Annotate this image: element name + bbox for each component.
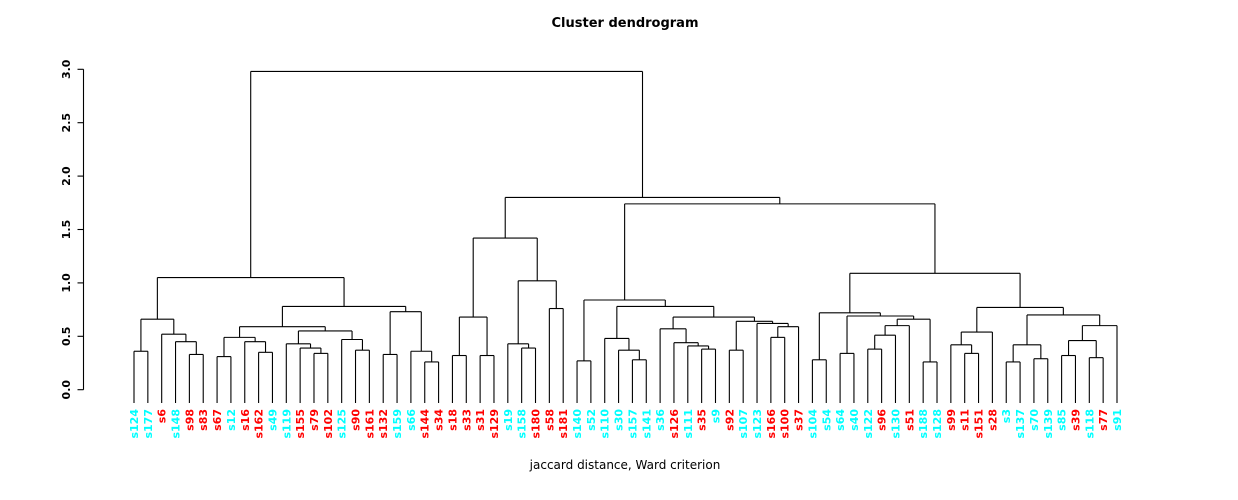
leaf-label: s132 xyxy=(377,409,390,439)
y-axis-tick-label: 3.0 xyxy=(60,59,73,79)
leaf-label: s12 xyxy=(225,409,238,431)
chart-title: Cluster dendrogram xyxy=(551,16,698,31)
leaf-label: s99 xyxy=(945,409,958,431)
leaf-label: s54 xyxy=(820,409,833,431)
leaf-label: s91 xyxy=(1111,409,1124,431)
leaf-label: s140 xyxy=(571,409,584,439)
leaf-label: s124 xyxy=(128,409,141,439)
leaf-label: s28 xyxy=(986,409,999,431)
leaf-label: s159 xyxy=(391,409,404,439)
leaf-labels: s124 s177 s6 s148 s98 s83 s67 s12 s16 s162 s49 s119… xyxy=(128,409,1124,439)
leaf-label: s102 xyxy=(322,409,335,439)
leaf-label: s16 xyxy=(239,409,252,431)
leaf-label: s181 xyxy=(557,409,570,439)
leaf-label: s35 xyxy=(696,409,709,431)
leaf-label: s49 xyxy=(267,409,280,431)
leaf-label: s157 xyxy=(626,409,639,439)
leaf-label: s125 xyxy=(336,409,349,439)
leaf-label: s3 xyxy=(1000,409,1013,423)
leaf-label: s33 xyxy=(460,409,473,431)
leaf-label: s79 xyxy=(308,409,321,431)
leaf-label: s123 xyxy=(751,409,764,439)
leaf-label: s148 xyxy=(170,409,183,439)
leaf-label: s19 xyxy=(502,409,515,431)
leaf-label: s39 xyxy=(1070,409,1083,431)
leaf-label: s31 xyxy=(474,409,487,431)
dendrogram-tree xyxy=(133,70,1118,403)
leaf-label: s40 xyxy=(848,409,861,431)
leaf-label: s30 xyxy=(613,409,626,431)
y-axis-tick-label: 0.0 xyxy=(60,380,73,400)
leaf-label: s36 xyxy=(654,409,667,431)
leaf-label: s107 xyxy=(737,409,750,439)
leaf-label: s96 xyxy=(876,409,889,431)
leaf-label: s129 xyxy=(488,409,501,439)
y-axis-tick-label: 1.5 xyxy=(60,220,73,240)
leaf-label: s37 xyxy=(793,409,806,431)
y-axis-tick-label: 0.5 xyxy=(60,327,73,347)
leaf-label: s98 xyxy=(183,409,196,431)
y-axis-tick-label: 1.0 xyxy=(60,273,73,293)
leaf-label: s162 xyxy=(253,409,266,439)
leaf-label: s141 xyxy=(640,409,653,439)
y-axis-tick-label: 2.0 xyxy=(60,166,73,186)
leaf-label: s126 xyxy=(668,409,681,439)
leaf-label: s158 xyxy=(516,409,529,439)
leaf-label: s122 xyxy=(862,409,875,439)
leaf-label: s118 xyxy=(1083,409,1096,439)
leaf-label: s9 xyxy=(710,409,723,423)
leaf-label: s18 xyxy=(446,409,459,431)
leaf-label: s64 xyxy=(834,409,847,431)
leaf-label: s66 xyxy=(405,409,418,431)
leaf-label: s92 xyxy=(723,409,736,431)
leaf-label: s58 xyxy=(543,409,556,431)
leaf-label: s70 xyxy=(1028,409,1041,431)
leaf-label: s128 xyxy=(931,409,944,439)
leaf-label: s139 xyxy=(1042,409,1055,439)
leaf-label: s52 xyxy=(585,409,598,431)
leaf-label: s51 xyxy=(903,409,916,431)
leaf-label: s130 xyxy=(890,409,903,439)
leaf-label: s111 xyxy=(682,409,695,439)
leaf-label: s155 xyxy=(294,409,307,439)
leaf-label: s180 xyxy=(530,409,543,439)
leaf-label: s77 xyxy=(1097,409,1110,431)
leaf-label: s177 xyxy=(142,409,155,439)
leaf-label: s119 xyxy=(280,409,293,439)
leaf-label: s83 xyxy=(197,409,210,431)
leaf-label: s151 xyxy=(973,409,986,439)
leaf-label: s166 xyxy=(765,409,778,439)
leaf-label: s100 xyxy=(779,409,792,439)
leaf-label: s104 xyxy=(806,409,819,439)
leaf-label: s144 xyxy=(419,409,432,439)
leaf-label: s110 xyxy=(599,409,612,439)
leaf-label: s137 xyxy=(1014,409,1027,439)
leaf-label: s11 xyxy=(959,409,972,431)
leaf-label: s90 xyxy=(350,409,363,431)
leaf-label: s85 xyxy=(1056,409,1069,431)
y-axis-tick-label: 2.5 xyxy=(60,113,73,133)
leaf-label: s188 xyxy=(917,409,930,439)
leaf-label: s6 xyxy=(156,409,169,424)
leaf-label: s67 xyxy=(211,409,224,431)
chart-subtitle: jaccard distance, Ward criterion xyxy=(529,458,721,472)
leaf-label: s161 xyxy=(363,409,376,439)
leaf-label: s34 xyxy=(433,409,446,431)
y-axis: 0.0 0.5 1.0 1.5 2.0 2.5 3.0 xyxy=(60,59,85,400)
